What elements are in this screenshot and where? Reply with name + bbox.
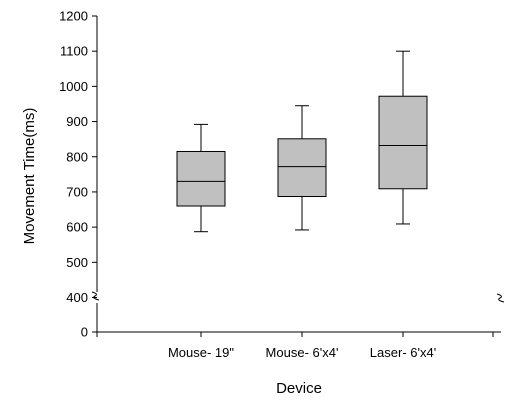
y-tick-label: 700 [66,184,88,199]
box-iqr [277,138,327,198]
y-tick-label: 1000 [59,79,88,94]
y-tick-label: 900 [66,114,88,129]
y-axis-label: Movement Time(ms) [21,108,38,245]
y-tick-label: 1200 [59,9,88,24]
y-tick-label: 400 [66,290,88,305]
y-tick-label: 800 [66,149,88,164]
box-1 [176,123,226,233]
y-tick-label: 600 [66,220,88,235]
x-axis-label: Device [276,380,322,397]
y-tick-label: 1100 [60,44,88,59]
y-axis-ticks: 0 400 500 600 700 800 900 1000 1100 1200 [59,9,97,340]
x-tick-label: Mouse- 19" [168,345,234,360]
box-iqr [378,95,428,190]
x-tick-label: Mouse- 6'x4' [266,345,339,360]
box-series [176,50,428,233]
right-break-marker [496,293,505,303]
y-tick-label: 500 [66,255,88,270]
x-axis-ticks: Mouse- 19" Mouse- 6'x4' Laser- 6'x4' [96,332,494,360]
y-tick-label: 0 [81,325,88,340]
plot-frame [91,16,505,333]
box-iqr [176,150,226,207]
box-3 [378,50,428,225]
y-axis-break-marker [91,291,100,301]
box-2 [277,105,327,231]
x-tick-label: Laser- 6'x4' [370,345,436,360]
